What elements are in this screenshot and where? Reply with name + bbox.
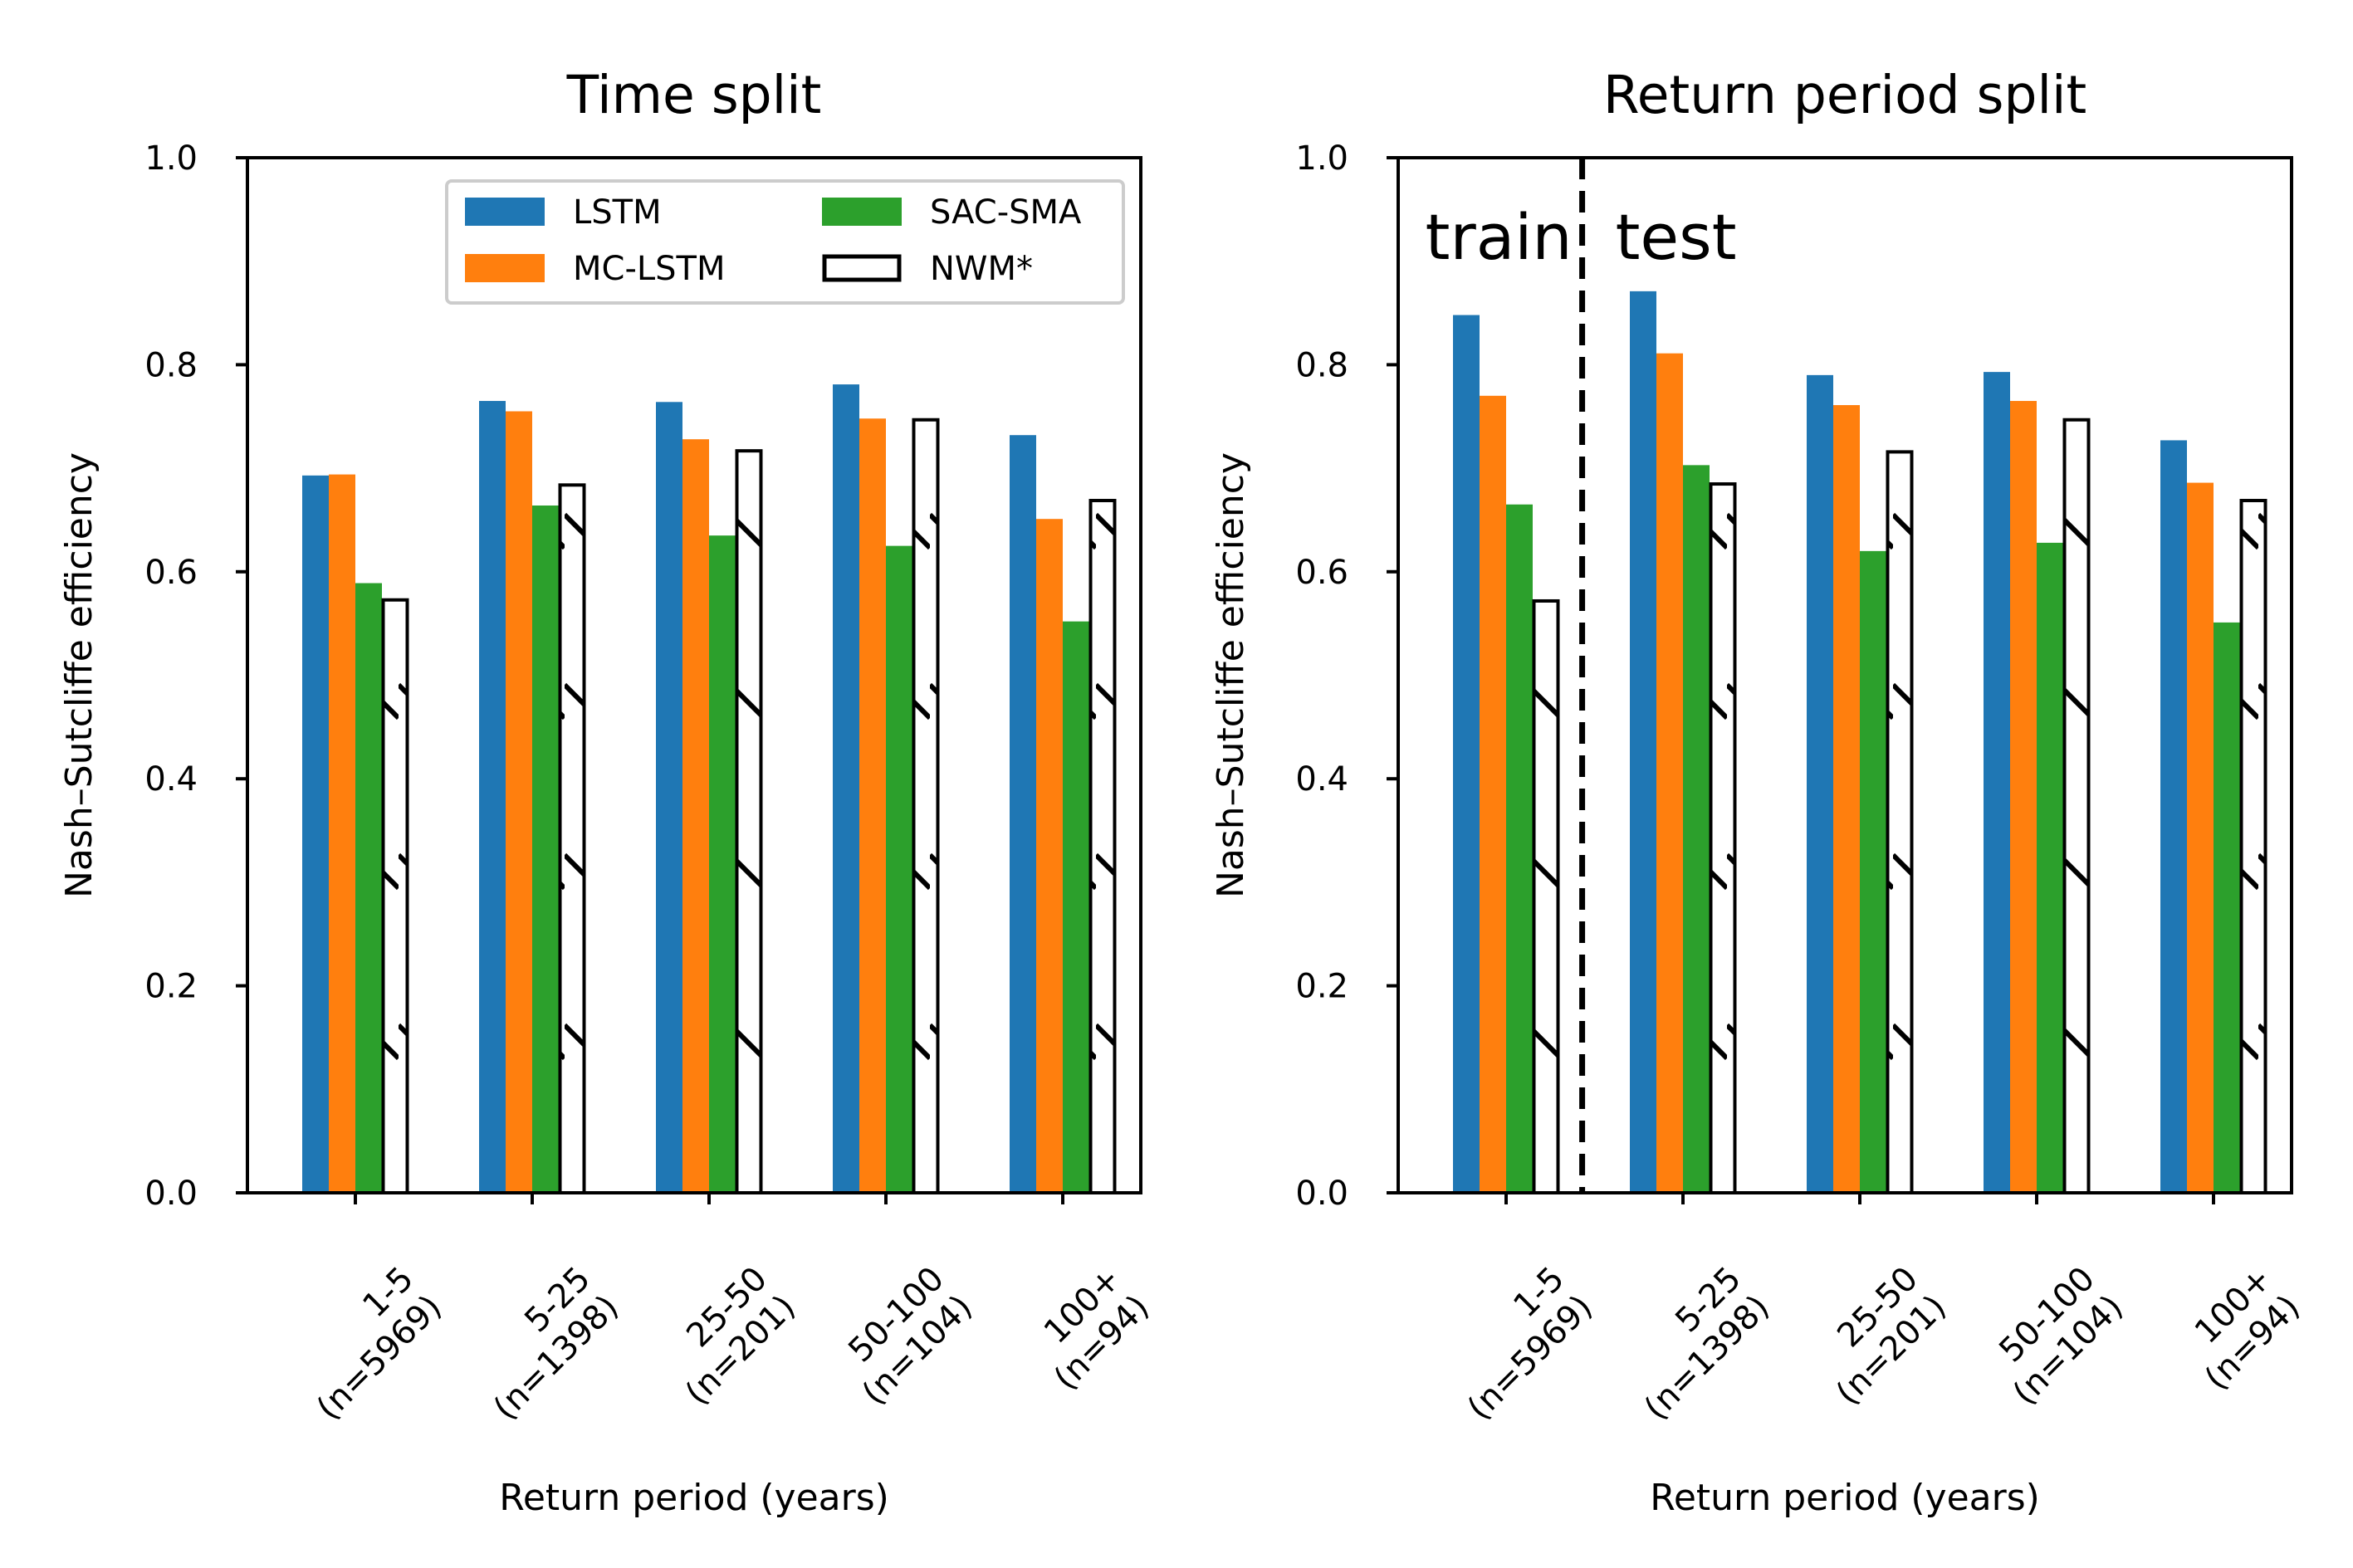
chart-title: Time split xyxy=(566,65,822,125)
bar xyxy=(1630,291,1656,1193)
bar xyxy=(709,535,736,1193)
series-nwm- xyxy=(381,418,1117,1194)
region-label-test: test xyxy=(1616,200,1737,274)
bar xyxy=(558,483,586,1194)
legend-label: MC-LSTM xyxy=(573,250,726,288)
bar xyxy=(1453,315,1480,1194)
bar xyxy=(1010,435,1036,1193)
bar xyxy=(833,384,859,1193)
x-tick-label: 1-5(n=5969) xyxy=(1432,1260,1600,1428)
legend-swatch xyxy=(822,198,902,226)
series-lstm xyxy=(1453,291,2187,1194)
bar xyxy=(506,411,532,1193)
chart-title: Return period split xyxy=(1603,65,2086,125)
legend-swatch xyxy=(822,254,902,282)
bar xyxy=(2214,622,2240,1193)
bar xyxy=(682,439,709,1193)
bar xyxy=(1532,598,1560,1194)
x-tick-label: 50-100(n=104) xyxy=(827,1260,980,1413)
bar xyxy=(2160,440,2187,1193)
x-tick-label: 25-50(n=201) xyxy=(650,1260,803,1413)
series-lstm xyxy=(302,384,1036,1193)
x-axis-label: Return period (years) xyxy=(499,1477,889,1519)
bar xyxy=(1506,504,1533,1193)
legend-swatch xyxy=(465,254,545,282)
bar xyxy=(735,449,763,1194)
bar xyxy=(2037,542,2063,1193)
x-tick-label: 100+(n=94) xyxy=(2170,1260,2307,1398)
x-tick-label: 50-100(n=104) xyxy=(1978,1260,2130,1413)
y-tick-label: 0.2 xyxy=(144,968,198,1006)
axes-frame xyxy=(246,156,1142,1194)
series-mc-lstm xyxy=(329,411,1063,1193)
bar xyxy=(355,583,382,1193)
series-mc-lstm xyxy=(1480,353,2214,1194)
region-label-train: train xyxy=(1426,200,1573,274)
bar xyxy=(1807,374,1833,1193)
y-axis-label: Nash–Sutcliffe efficiency xyxy=(1210,452,1252,898)
x-axis-label: Return period (years) xyxy=(1650,1477,2040,1519)
y-tick-label: 0.0 xyxy=(1295,1175,1348,1213)
y-tick-label: 1.0 xyxy=(1295,139,1348,178)
bar xyxy=(1886,450,1914,1194)
y-tick-label: 0.8 xyxy=(144,346,198,384)
y-tick-label: 0.2 xyxy=(1295,968,1348,1006)
panels: Time split 0.0 0.2 0.4 0.6 0.8 1.0 Nash–Sutclif… xyxy=(58,65,2307,1519)
bar xyxy=(1984,372,2010,1193)
bar xyxy=(859,418,886,1193)
y-tick-label: 0.8 xyxy=(1295,346,1348,384)
x-tick-label: 25-50(n=201) xyxy=(1801,1260,1954,1413)
x-tick-label: 100+(n=94) xyxy=(1019,1260,1157,1398)
bar xyxy=(1656,353,1683,1194)
bar xyxy=(1709,482,1737,1194)
bar xyxy=(912,418,940,1194)
bar xyxy=(532,505,559,1193)
bar xyxy=(2187,482,2214,1193)
bar xyxy=(1063,621,1089,1193)
bar xyxy=(2062,418,2091,1194)
y-tick-label: 0.4 xyxy=(1295,760,1348,799)
legend-label: SAC-SMA xyxy=(930,193,1082,232)
y-tick-label: 0.0 xyxy=(144,1175,198,1213)
x-tick-label: 5-25(n=1398) xyxy=(1609,1260,1777,1428)
legend-label: LSTM xyxy=(573,193,662,232)
x-tick-label: 5-25(n=1398) xyxy=(458,1260,626,1428)
axes-frame xyxy=(1397,156,2293,1194)
legend-swatch xyxy=(465,198,545,226)
bar xyxy=(656,402,682,1193)
legend-box xyxy=(445,179,1125,305)
legend-label: NWM* xyxy=(930,250,1033,288)
bar xyxy=(479,401,506,1193)
bar xyxy=(1088,499,1117,1194)
bar xyxy=(329,474,355,1193)
series-sac-sma xyxy=(355,505,1089,1193)
bar xyxy=(1833,405,1860,1194)
y-tick-label: 0.4 xyxy=(144,760,198,799)
y-tick-label: 0.6 xyxy=(1295,554,1348,592)
legend: LSTM MC-LSTM SAC-SMA NWM* xyxy=(445,179,1125,305)
bar xyxy=(2239,499,2267,1194)
bar xyxy=(1860,550,1886,1193)
chart-panel-2: Return period split train test 0.0 0.2 0.4 0.6… xyxy=(1210,65,2307,1519)
bar xyxy=(1036,519,1063,1193)
bar xyxy=(302,475,329,1193)
bar xyxy=(381,598,409,1194)
chart-panel-1: Time split 0.0 0.2 0.4 0.6 0.8 1.0 Nash–Sutclif… xyxy=(58,65,1157,1519)
series-sac-sma xyxy=(1506,465,2240,1193)
x-tick-label: 1-5(n=5969) xyxy=(281,1260,449,1428)
bar xyxy=(886,545,912,1193)
y-axis-label: Nash–Sutcliffe efficiency xyxy=(58,452,100,898)
bar xyxy=(2010,401,2037,1193)
bar xyxy=(1480,395,1506,1193)
y-tick-label: 0.6 xyxy=(144,554,198,592)
bar xyxy=(1683,465,1710,1193)
y-tick-label: 1.0 xyxy=(144,139,198,178)
